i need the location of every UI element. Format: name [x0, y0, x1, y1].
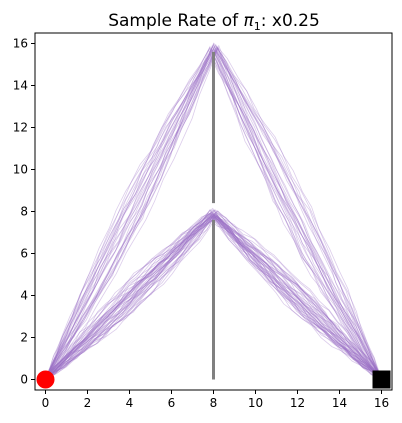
trajectory-line [45, 209, 383, 382]
trajectory-line [44, 48, 383, 383]
trajectory-line [44, 213, 383, 382]
trajectory-line [44, 214, 382, 379]
trajectory-line [46, 215, 383, 383]
trajectory-line [44, 213, 381, 383]
trajectory-line [43, 212, 383, 382]
trajectory-line [44, 215, 383, 381]
trajectory-line [45, 216, 384, 380]
plot-area: 0 2 4 6 8 10 12 14 16 0 2 4 6 8 10 12 14 16 [13, 32, 393, 410]
trajectory-line [45, 210, 383, 381]
x-tick-label: 0 [42, 396, 50, 410]
trajectory-line [43, 214, 384, 383]
trajectory-line [45, 48, 381, 383]
x-tick-label: 12 [290, 396, 305, 410]
trajectory-line [45, 216, 382, 383]
y-axis: 0 2 4 6 8 10 12 14 16 [13, 37, 35, 387]
trajectory-line [44, 213, 381, 381]
y-tick-label: 12 [13, 121, 28, 135]
x-tick-label: 6 [168, 396, 176, 410]
y-tick-label: 16 [13, 37, 28, 51]
trajectory-line [44, 44, 384, 381]
y-tick-label: 14 [13, 79, 28, 93]
trajectory-line [46, 209, 383, 379]
trajectory-line [46, 208, 384, 382]
y-tick-label: 6 [20, 247, 28, 261]
trajectory-line [45, 209, 383, 378]
trajectory-line [45, 42, 382, 382]
trajectory-line [46, 47, 383, 380]
x-tick-label: 4 [126, 396, 134, 410]
trajectory-line [45, 216, 382, 381]
trajectory-line [44, 218, 383, 381]
trajectory-line [44, 213, 383, 381]
trajectory-line [44, 49, 383, 382]
trajectory-line [43, 212, 384, 382]
trajectory-line [44, 212, 383, 382]
trajectory-line [44, 207, 383, 381]
trajectory-line [46, 48, 382, 383]
trajectory-line [46, 215, 383, 382]
y-tick-label: 10 [13, 163, 28, 177]
start-marker [36, 370, 55, 389]
trajectory-line [44, 209, 384, 379]
y-tick-label: 8 [20, 205, 28, 219]
trajectory-line [45, 42, 382, 379]
trajectory-line [45, 213, 384, 381]
trajectory-line [45, 46, 384, 382]
trajectory-line [43, 211, 382, 379]
trajectory-line [43, 212, 383, 382]
y-tick-label: 2 [20, 331, 28, 345]
trajectory-line [46, 46, 382, 382]
trajectory-line [45, 215, 382, 383]
trajectory-line [44, 47, 383, 380]
trajectory-line [44, 49, 383, 381]
y-tick-label: 4 [20, 289, 28, 303]
x-tick-label: 16 [374, 396, 389, 410]
trajectory-line [43, 47, 383, 380]
x-axis: 0 2 4 6 8 10 12 14 16 [42, 390, 389, 410]
trajectory-line [43, 44, 383, 379]
trajectories [43, 42, 384, 383]
trajectory-line [44, 210, 383, 382]
chart-title: Sample Rate of π1: x0.25 [108, 11, 320, 33]
trajectory-line [43, 45, 381, 379]
y-tick-label: 0 [20, 373, 28, 387]
trajectory-line [44, 44, 381, 382]
trajectory-line [45, 53, 382, 382]
goal-marker [372, 370, 391, 389]
trajectory-line [45, 45, 381, 380]
trajectory-line [46, 44, 382, 381]
trajectory-line [46, 43, 381, 382]
trajectory-line [44, 214, 381, 380]
trajectory-line [44, 216, 381, 381]
trajectory-line [44, 215, 383, 381]
x-tick-label: 8 [210, 396, 218, 410]
markers [36, 370, 391, 389]
x-tick-label: 2 [84, 396, 92, 410]
trajectory-line [44, 218, 381, 382]
trajectory-line [44, 46, 383, 381]
trajectory-line [44, 49, 381, 382]
trajectory-line [46, 210, 382, 381]
trajectory-line [44, 211, 382, 381]
trajectory-line [43, 44, 384, 381]
trajectory-line [44, 45, 381, 379]
trajectory-line [44, 215, 384, 382]
trajectory-line [46, 212, 382, 381]
trajectory-line [46, 214, 381, 381]
trajectory-line [44, 46, 381, 381]
trajectory-line [43, 50, 382, 379]
trajectory-line [45, 214, 382, 380]
trajectory-line [43, 214, 383, 380]
x-tick-label: 10 [248, 396, 263, 410]
trajectory-line [43, 215, 381, 381]
trajectory-line [45, 47, 383, 380]
trajectory-line [44, 211, 382, 378]
trajectory-line [46, 214, 383, 381]
trajectory-line [46, 212, 381, 382]
trajectory-line [46, 216, 381, 382]
trajectory-line [45, 216, 381, 380]
x-tick-label: 14 [332, 396, 347, 410]
